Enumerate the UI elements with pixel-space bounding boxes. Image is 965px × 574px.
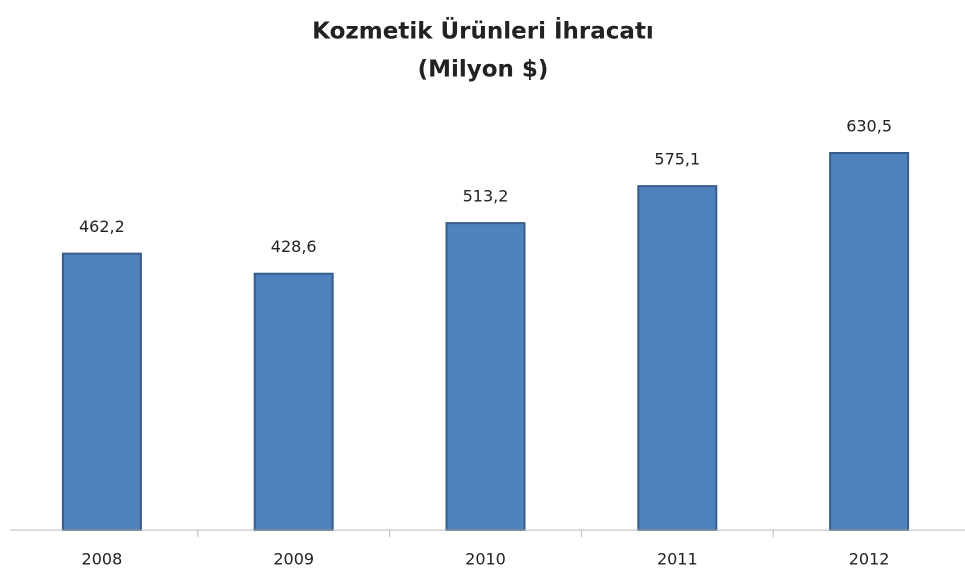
x-tick-label: 2008	[82, 550, 123, 569]
data-label: 630,5	[846, 117, 892, 136]
data-label: 575,1	[654, 150, 700, 169]
x-tick-label: 2012	[849, 550, 890, 569]
data-label: 513,2	[463, 187, 509, 206]
bar	[829, 152, 910, 531]
x-tick-label: 2011	[657, 550, 698, 569]
x-tick-label: 2009	[273, 550, 314, 569]
data-label: 428,6	[271, 237, 317, 256]
chart-subtitle: (Milyon $)	[418, 57, 549, 83]
data-label: 462,2	[79, 217, 125, 236]
bar	[61, 252, 142, 531]
bar	[253, 272, 334, 531]
bar	[637, 185, 718, 532]
chart-title: Kozmetik Ürünleri İhracatı	[312, 17, 654, 45]
x-tick-label: 2010	[465, 550, 506, 569]
bar	[445, 222, 526, 531]
